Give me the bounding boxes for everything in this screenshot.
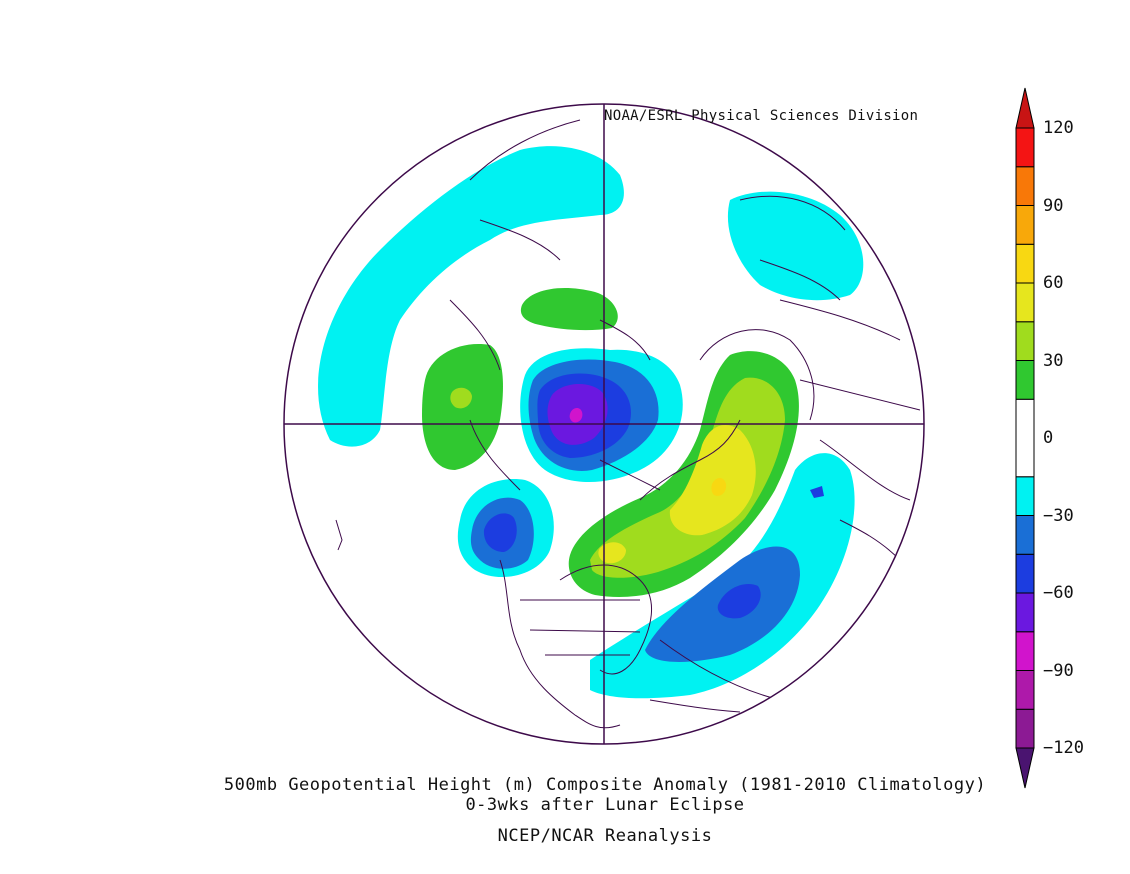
map-boundary (283, 103, 925, 745)
colorbar-swatch (1015, 243, 1035, 284)
coastlines (335, 119, 921, 729)
colorbar-swatch (1015, 708, 1035, 749)
colorbar-bottom-arrow (1015, 747, 1035, 789)
colorbar-swatch (1015, 127, 1035, 168)
colorbar-swatch (1015, 360, 1035, 400)
colorbar-swatch (1015, 282, 1035, 323)
anomaly-contour-pos-siberia (520, 288, 618, 331)
colorbar-swatch (1015, 515, 1035, 555)
colorbar-swatch (1015, 166, 1035, 206)
colorbar (1015, 87, 1035, 789)
anomaly-contour-neg60-atlantic (717, 584, 761, 619)
credit-label: NOAA/ESRL Physical Sciences Division (604, 108, 919, 124)
colorbar-swatch (1015, 553, 1035, 594)
colorbar-tick-label: −90 (1043, 660, 1074, 681)
colorbar-top-arrow (1015, 87, 1035, 129)
colorbar-swatch (1015, 592, 1035, 633)
anomaly-contour-pos30-pacific (450, 387, 472, 409)
map-source: NCEP/NCAR Reanalysis (497, 826, 713, 846)
colorbar-swatch (1015, 321, 1035, 361)
anomaly-contour-pos45-canada (598, 542, 626, 564)
colorbar-tick-label: 0 (1043, 428, 1054, 448)
anomaly-contour-neg60-alaska (483, 513, 517, 552)
colorbar-tick-label: 120 (1043, 118, 1074, 138)
anomaly-contour-neg-northeast (727, 191, 864, 301)
colorbar-swatch (1015, 476, 1035, 516)
colorbar-tick-label: −120 (1043, 738, 1084, 758)
colorbar-tick-label: 90 (1043, 195, 1064, 216)
colorbar-swatch (1015, 205, 1035, 245)
colorbar-tick-label: 30 (1043, 350, 1064, 371)
map-subtitle: 0-3wks after Lunar Eclipse (465, 795, 745, 815)
colorbar-tick-label: 60 (1043, 273, 1064, 293)
anomaly-contour-pos45-greenland (669, 425, 756, 536)
anomaly-contour-neg90-arctic (569, 408, 583, 423)
anomaly-contour-neg-europe-dot (810, 486, 824, 498)
colorbar-swatch (1015, 631, 1035, 671)
anomaly-contour-pos60-greenland (711, 478, 727, 496)
colorbar-tick-label: −60 (1043, 583, 1074, 603)
colorbar-swatch (1015, 670, 1035, 710)
colorbar-swatch (1015, 398, 1035, 478)
anomaly-contour-neg-west (318, 146, 624, 447)
map-title: 500mb Geopotential Height (m) Composite … (223, 775, 987, 795)
colorbar-tick-label: −30 (1043, 505, 1074, 526)
